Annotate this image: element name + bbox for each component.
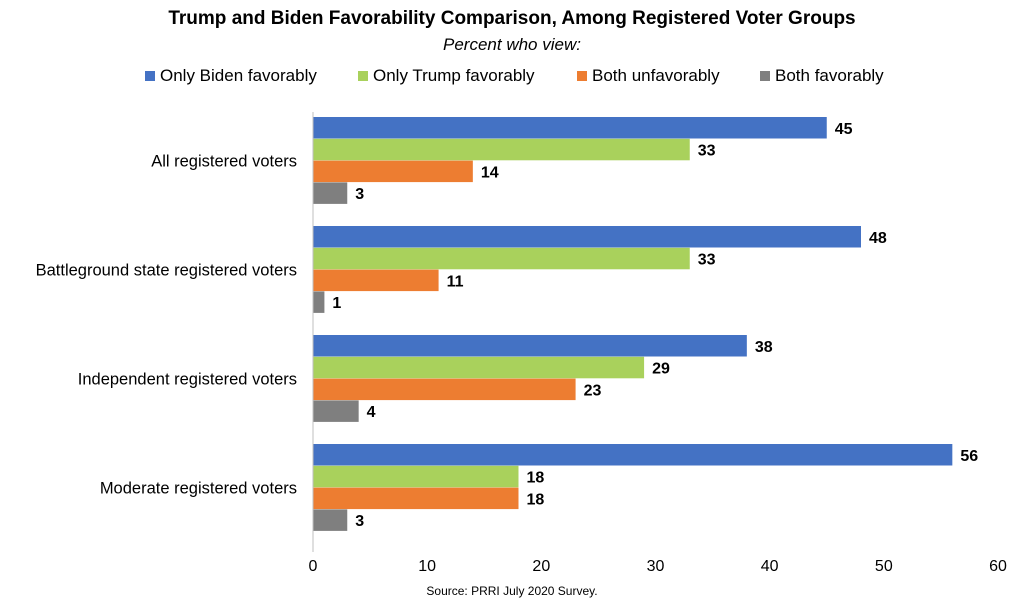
chart-source: Source: PRRI July 2020 Survey. (426, 584, 598, 598)
data-label: 1 (332, 295, 341, 312)
bar (313, 269, 439, 292)
category-label: Independent registered voters (78, 371, 297, 389)
x-tick-label: 30 (647, 558, 665, 575)
legend-swatch (358, 71, 368, 81)
x-tick-label: 60 (989, 558, 1007, 575)
legend-swatch (577, 71, 587, 81)
legend-swatch (760, 71, 770, 81)
data-label: 48 (869, 230, 887, 247)
bar (313, 356, 645, 379)
bar (313, 509, 348, 531)
legend-label: Only Trump favorably (373, 66, 535, 85)
data-label: 3 (355, 513, 364, 530)
bar (313, 487, 519, 510)
legend-label: Only Biden favorably (160, 66, 317, 85)
data-label: 56 (960, 448, 978, 465)
legend-item: Only Biden favorably (145, 66, 317, 86)
data-label: 33 (698, 143, 716, 160)
data-label: 23 (584, 382, 602, 399)
bar (313, 226, 861, 248)
x-tick-label: 20 (532, 558, 550, 575)
category-label: Moderate registered voters (100, 480, 297, 498)
chart-subtitle: Percent who view: (443, 35, 581, 54)
data-label: 18 (527, 491, 545, 508)
category-label: Battleground state registered voters (36, 262, 297, 280)
x-tick-label: 10 (418, 558, 436, 575)
bar (313, 182, 348, 204)
x-tick-label: 50 (875, 558, 893, 575)
category-label: All registered voters (151, 153, 297, 171)
bar (313, 160, 473, 183)
bar (313, 247, 690, 270)
data-label: 11 (447, 273, 464, 290)
bar (313, 465, 519, 488)
legend-item: Both unfavorably (577, 66, 720, 86)
data-label: 3 (355, 186, 364, 203)
data-label: 38 (755, 339, 773, 356)
legend-label: Both favorably (775, 66, 884, 85)
legend-swatch (145, 71, 155, 81)
legend-item: Both favorably (760, 66, 884, 86)
legend-item: Only Trump favorably (358, 66, 535, 86)
data-label: 18 (527, 470, 545, 487)
bar (313, 335, 747, 357)
data-label: 4 (367, 404, 376, 421)
legend-label: Both unfavorably (592, 66, 720, 85)
bar (313, 117, 827, 139)
data-label: 29 (652, 361, 670, 378)
bar (313, 291, 325, 313)
data-label: 33 (698, 252, 716, 269)
bar (313, 400, 359, 422)
x-tick-label: 40 (761, 558, 779, 575)
bar (313, 138, 690, 161)
bar (313, 444, 953, 466)
data-label: 14 (481, 164, 499, 181)
x-tick-label: 0 (309, 558, 318, 575)
chart-title: Trump and Biden Favorability Comparison,… (168, 8, 856, 29)
bar (313, 378, 576, 401)
legend: Only Biden favorably Only Trump favorably… (0, 66, 1024, 90)
data-label: 45 (835, 121, 853, 138)
